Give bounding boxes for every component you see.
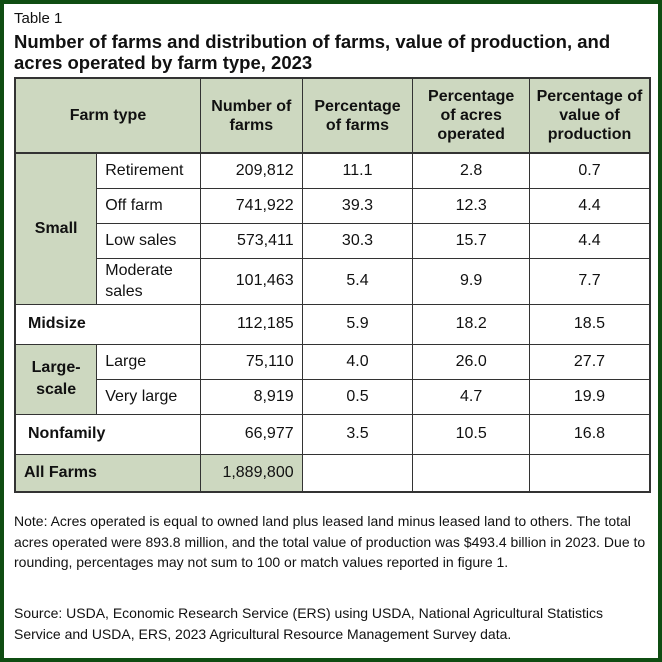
table-row: Low sales 573,411 30.3 15.7 4.4	[15, 222, 651, 259]
row-label: Moderate sales	[96, 257, 201, 305]
table-row: Very large 8,919 0.5 4.7 19.9	[15, 378, 651, 415]
table-label: Table 1	[14, 10, 63, 27]
table-note: Note: Acres operated is equal to owned l…	[14, 513, 646, 570]
table-row: Large-scale Large 75,110 4.0 26.0 27.7	[14, 343, 651, 415]
cell-number: 209,812	[199, 152, 303, 189]
table-row: Small Retirement 209,812 11.1 2.8 0.7	[14, 152, 651, 305]
cell-number: 1,889,800	[199, 453, 303, 493]
row-label: Low sales	[96, 222, 201, 259]
cell-pct-value: 0.7	[528, 152, 651, 189]
row-label: Very large	[96, 378, 201, 415]
group-nonfamily: Nonfamily	[14, 413, 201, 455]
cell-pct-acres: 26.0	[412, 343, 530, 380]
table-figure: Table 1 Number of farms and distribution…	[4, 4, 658, 658]
header-farm-type: Farm type	[14, 77, 201, 154]
cell-pct-value: 16.8	[528, 413, 651, 455]
cell-pct-value: 27.7	[528, 343, 651, 380]
cell-pct-farms: 4.0	[301, 343, 414, 380]
cell-pct-value: 4.4	[528, 222, 651, 259]
group-midsize: Midsize	[14, 303, 201, 345]
cell-empty	[528, 453, 651, 493]
cell-number: 101,463	[199, 257, 303, 305]
header-pct-farms: Percentage of farms	[301, 77, 414, 154]
cell-pct-farms: 30.3	[301, 222, 414, 259]
row-label: Off farm	[96, 187, 201, 224]
cell-pct-acres: 15.7	[412, 222, 530, 259]
cell-number: 573,411	[199, 222, 303, 259]
table-title: Number of farms and distribution of farm…	[14, 31, 611, 73]
cell-pct-value: 19.9	[528, 378, 651, 415]
cell-pct-value: 18.5	[528, 303, 651, 345]
cell-pct-farms: 5.9	[301, 303, 414, 345]
cell-pct-acres: 18.2	[412, 303, 530, 345]
row-label: Large	[96, 343, 201, 380]
cell-pct-value: 4.4	[528, 187, 651, 224]
cell-number: 8,919	[199, 378, 303, 415]
cell-pct-value: 7.7	[528, 257, 651, 305]
cell-pct-acres: 4.7	[412, 378, 530, 415]
header-pct-value: Percentage of value of production	[528, 77, 651, 154]
cell-pct-acres: 9.9	[412, 257, 530, 305]
table-row: Off farm 741,922 39.3 12.3 4.4	[15, 187, 651, 224]
cell-pct-acres: 10.5	[412, 413, 530, 455]
header-pct-acres: Percentage of acres operated	[412, 77, 530, 154]
cell-number: 741,922	[199, 187, 303, 224]
cell-pct-farms: 5.4	[301, 257, 414, 305]
cell-pct-farms: 3.5	[301, 413, 414, 455]
cell-pct-farms: 0.5	[301, 378, 414, 415]
table-row: Nonfamily 66,977 3.5 10.5 16.8	[14, 413, 651, 455]
table-row: Moderate sales 101,463 5.4 9.9 7.7	[15, 257, 651, 305]
group-large-scale: Large-scale	[14, 343, 98, 415]
table-row: Midsize 112,185 5.9 18.2 18.5	[14, 303, 651, 345]
cell-pct-acres: 12.3	[412, 187, 530, 224]
cell-number: 66,977	[199, 413, 303, 455]
farm-type-table: Farm type Number of farms Percentage of …	[14, 77, 651, 493]
table-source: Source: USDA, Economic Research Service …	[14, 605, 603, 642]
table-row-all-farms: All Farms 1,889,800	[14, 453, 651, 493]
cell-empty	[301, 453, 414, 493]
cell-pct-acres: 2.8	[412, 152, 530, 189]
cell-number: 112,185	[199, 303, 303, 345]
cell-pct-farms: 39.3	[301, 187, 414, 224]
cell-empty	[412, 453, 530, 493]
group-all-farms: All Farms	[14, 453, 201, 493]
row-label: Retirement	[96, 152, 201, 189]
cell-number: 75,110	[199, 343, 303, 380]
cell-pct-farms: 11.1	[301, 152, 414, 189]
header-number: Number of farms	[199, 77, 303, 154]
group-small: Small	[14, 152, 98, 305]
header-row: Farm type Number of farms Percentage of …	[14, 77, 651, 154]
